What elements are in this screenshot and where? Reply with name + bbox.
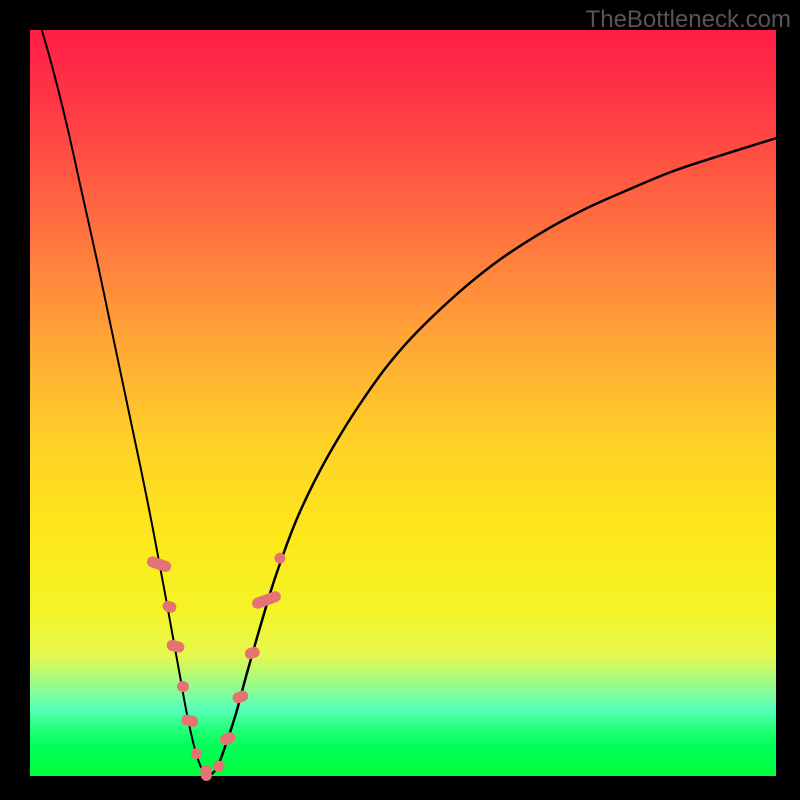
chart-stage: TheBottleneck.com [0,0,800,800]
marker-point [180,714,199,728]
sample-markers [145,551,287,782]
marker-point [218,731,237,747]
marker-point [176,680,190,693]
marker-point [161,599,178,614]
marker-point [231,689,250,705]
marker-point [165,639,185,654]
curve-layer [0,0,800,800]
marker-point [190,747,203,760]
curve-right [209,138,776,776]
marker-point [243,645,261,660]
watermark-label: TheBottleneck.com [586,6,791,34]
curve-left [37,15,209,776]
